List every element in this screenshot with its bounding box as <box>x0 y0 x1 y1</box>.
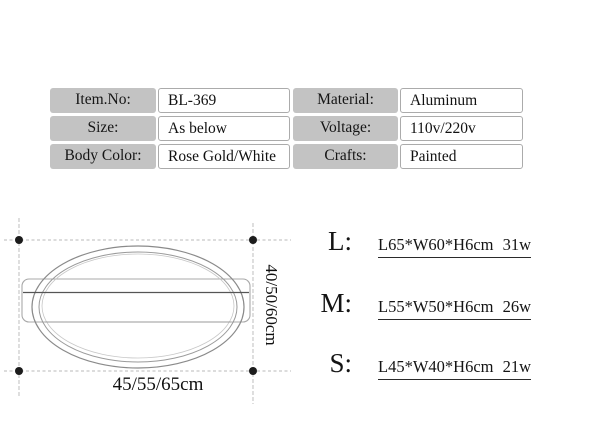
table-row: Size: As below Voltage: 110v/220v <box>0 116 606 141</box>
width-dimension-label: 45/55/65cm <box>113 374 204 395</box>
size-wattage: 21w <box>502 357 531 376</box>
table-row: Item.No: BL-369 Material: Aluminum <box>0 88 606 113</box>
table-row: Body Color: Rose Gold/White Crafts: Pain… <box>0 144 606 169</box>
item-no-label: Item.No: <box>50 88 156 113</box>
voltage-value: 110v/220v <box>400 116 523 141</box>
size-row-medium: M: L55*W50*H6cm 26w <box>313 288 553 320</box>
size-value: As below <box>158 116 290 141</box>
fixture-sketch-ring <box>41 253 235 359</box>
crafts-label: Crafts: <box>293 144 398 169</box>
size-row-large: L: L65*W60*H6cm 31w <box>313 226 553 258</box>
body-color-label: Body Color: <box>50 144 156 169</box>
voltage-label: Voltage: <box>293 116 398 141</box>
size-letter-L: L: <box>328 226 352 256</box>
fixture-dimension-diagram: 45/55/65cm 40/50/60cm <box>4 218 291 404</box>
dimension-dot <box>249 367 257 375</box>
size-dimensions: L55*W50*H6cm <box>378 297 494 316</box>
size-spec-large: L65*W60*H6cm 31w <box>378 235 531 258</box>
crafts-value: Painted <box>400 144 523 169</box>
material-value: Aluminum <box>400 88 523 113</box>
size-letter-M: M: <box>320 288 352 318</box>
size-wattage: 26w <box>502 297 531 316</box>
size-label: Size: <box>50 116 156 141</box>
height-dimension-label: 40/50/60cm <box>262 264 281 345</box>
fixture-inner-ring <box>38 251 238 363</box>
size-dimensions: L65*W60*H6cm <box>378 235 494 254</box>
size-wattage: 31w <box>502 235 531 254</box>
size-spec-small: L45*W40*H6cm 21w <box>378 357 531 380</box>
size-spec-medium: L55*W50*H6cm 26w <box>378 297 531 320</box>
dimension-dot <box>15 236 23 244</box>
size-row-small: S: L45*W40*H6cm 21w <box>313 348 553 380</box>
size-dimensions: L45*W40*H6cm <box>378 357 494 376</box>
fixture-mount-band <box>21 278 251 323</box>
item-no-value: BL-369 <box>158 88 290 113</box>
dimension-dot <box>249 236 257 244</box>
size-letter-S: S: <box>329 348 352 378</box>
fixture-outer-ring <box>31 245 245 369</box>
dimension-dot <box>15 367 23 375</box>
body-color-value: Rose Gold/White <box>158 144 290 169</box>
material-label: Material: <box>293 88 398 113</box>
